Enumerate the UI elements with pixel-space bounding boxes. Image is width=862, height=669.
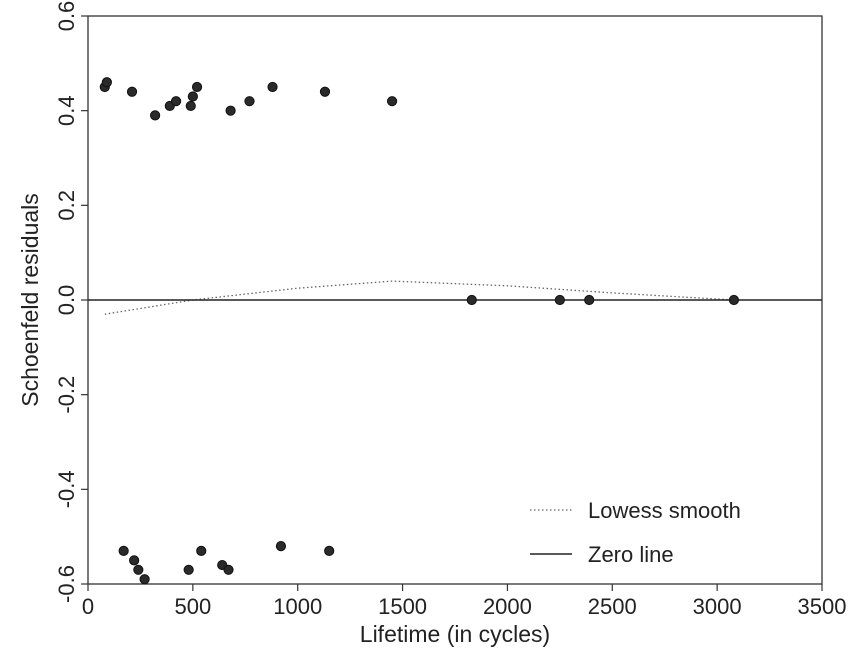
y-tick-label: 0.2 [54, 190, 79, 221]
residual-point [185, 100, 196, 112]
x-axis-title: Lifetime (in cycles) [360, 621, 550, 647]
legend: Lowess smooth Zero line [530, 498, 741, 567]
residual-point [133, 564, 144, 575]
residual-point [319, 86, 331, 97]
x-tick-label: 1500 [378, 594, 427, 619]
residual-point [170, 96, 182, 107]
residual-point [126, 86, 138, 97]
residual-point [101, 77, 112, 88]
residual-point [196, 545, 207, 556]
residual-points [99, 77, 740, 585]
legend-label-zero-line: Zero line [588, 542, 674, 567]
y-axis-ticks: -0.6 -0.4 -0.2 0.0 0.2 0.4 0.6 [54, 1, 88, 603]
series-lines [88, 280, 822, 315]
residual-point [324, 545, 335, 556]
residual-point [554, 294, 565, 306]
residual-point [129, 555, 140, 566]
y-tick-label: -0.4 [54, 470, 79, 508]
residual-point [275, 541, 287, 552]
x-tick-label: 2000 [483, 594, 532, 619]
y-tick-label: -0.2 [54, 376, 79, 414]
residual-point [728, 294, 740, 306]
residual-point [187, 91, 198, 102]
residual-point [584, 294, 595, 306]
x-tick-label: 500 [174, 594, 211, 619]
residual-point [244, 96, 255, 107]
residual-point [225, 105, 236, 116]
residual-point [118, 545, 129, 556]
x-tick-label: 3000 [693, 594, 742, 619]
legend-label-lowess: Lowess smooth [588, 498, 741, 523]
residual-point [150, 110, 161, 121]
x-tick-label: 2500 [588, 594, 637, 619]
x-tick-label: 0 [82, 594, 94, 619]
residual-point [139, 574, 150, 585]
x-axis-ticks: 0 500 1000 1500 2000 2500 3000 3500 [82, 584, 847, 619]
residual-point [267, 81, 278, 93]
x-tick-label: 3500 [798, 594, 847, 619]
lowess-smooth-line [104, 280, 734, 315]
y-tick-label: 0.0 [54, 285, 79, 316]
residual-point [191, 81, 203, 93]
residual-point [466, 294, 477, 306]
y-axis-title: Schoenfeld residuals [17, 193, 43, 407]
residual-point [183, 564, 194, 575]
residual-point [223, 564, 234, 575]
y-tick-label: 0.4 [54, 95, 79, 126]
residual-point [386, 96, 398, 107]
x-tick-label: 1000 [273, 594, 322, 619]
y-tick-label: 0.6 [54, 1, 79, 32]
y-tick-label: -0.6 [54, 565, 79, 603]
